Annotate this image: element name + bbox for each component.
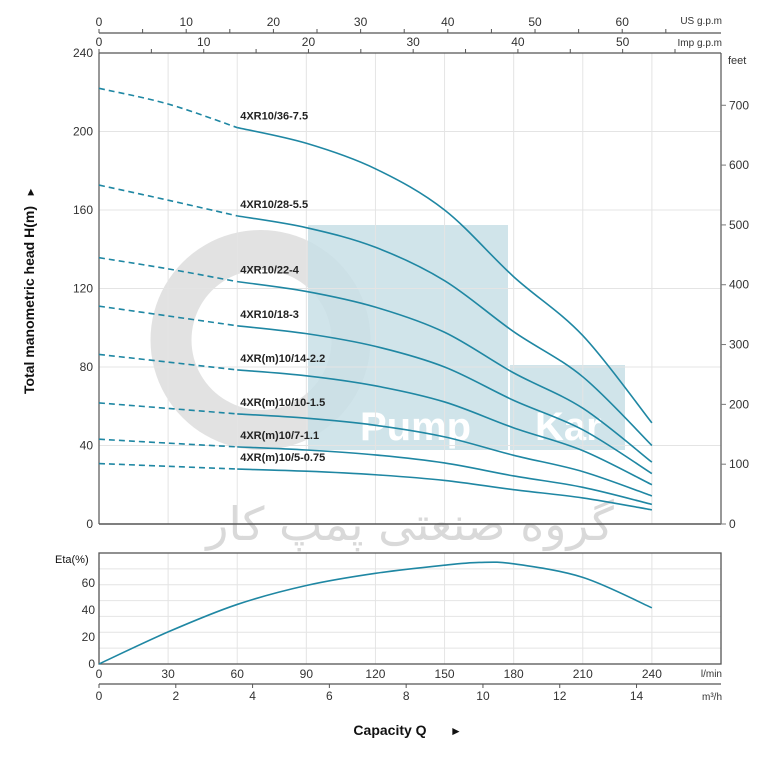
eta-y-tick-label: 40 (82, 603, 96, 617)
m3h-tick-label: 4 (249, 689, 256, 703)
imp-gpm-tick-label: 10 (197, 35, 211, 49)
feet-tick-label: 0 (729, 517, 736, 531)
curve-4XR(m)10/7-1.1 (237, 446, 653, 506)
series-label: 4XR10/28-5.5 (240, 199, 308, 211)
feet-tick-label: 600 (729, 158, 749, 172)
m3h-tick-label: 6 (326, 689, 333, 703)
y-axis-title: Total manometric head H(m) (21, 206, 37, 394)
x-axis-title: Capacity Q (353, 722, 426, 738)
eta-curve (98, 561, 653, 665)
y-tick-label: 40 (80, 439, 94, 453)
eta-grid (99, 553, 721, 664)
curve-4XR10/36-7.5 (237, 126, 653, 424)
m3h-tick-label: 10 (476, 689, 490, 703)
y-tick-label: 200 (73, 125, 93, 139)
m3h-tick-label: 2 (172, 689, 179, 703)
imp-gpm-tick-label: 0 (96, 35, 103, 49)
curve-4XR10/18-3 (237, 324, 653, 475)
curve-dashed-4XR(m)10/10-1.5 (98, 402, 238, 415)
curve-dashed-4XR10/36-7.5 (98, 87, 238, 129)
lmin-unit: l/min (701, 669, 722, 680)
us-gpm-tick-label: 50 (528, 15, 542, 29)
lmin-tick-label: 0 (96, 667, 103, 681)
curve-4XR(m)10/10-1.5 (237, 413, 653, 497)
m3h-tick-label: 8 (403, 689, 410, 703)
lmin-tick-label: 60 (231, 667, 245, 681)
us-gpm-tick-label: 30 (354, 15, 368, 29)
curve-4XR(m)10/14-2.2 (237, 369, 653, 486)
series-labels: 4XR10/36-7.5 4XR10/28-5.5 4XR10/22-4 4XR10/… (240, 111, 325, 464)
feet-tick-label: 500 (729, 218, 749, 232)
curve-4XR10/28-5.5 (237, 215, 653, 447)
imp-gpm-unit: Imp g.p.m (678, 38, 722, 49)
main-axes: 0408012016020024001002003004005006007000… (73, 15, 749, 531)
x-axis-arrow-icon: ► (450, 724, 462, 738)
series-label: 4XR10/36-7.5 (240, 111, 308, 123)
us-gpm-unit: US g.p.m (680, 16, 722, 27)
eta-curve-group (98, 561, 653, 665)
series-label: 4XR(m)10/14-2.2 (240, 353, 325, 365)
series-label: 4XR(m)10/5-0.75 (240, 452, 325, 464)
us-gpm-tick-label: 20 (267, 15, 281, 29)
us-gpm-tick-label: 40 (441, 15, 455, 29)
watermark-pump: Pump (360, 405, 471, 449)
y-tick-label: 120 (73, 282, 93, 296)
lmin-tick-label: 90 (300, 667, 314, 681)
lmin-tick-label: 150 (435, 667, 455, 681)
m3h-tick-label: 14 (630, 689, 644, 703)
y-tick-label: 0 (86, 517, 93, 531)
imp-gpm-tick-label: 30 (406, 35, 420, 49)
lmin-tick-label: 120 (365, 667, 385, 681)
imp-gpm-tick-label: 40 (511, 35, 525, 49)
series-label: 4XR10/22-4 (240, 265, 300, 277)
curve-4XR10/22-4 (237, 280, 653, 463)
us-gpm-tick-label: 0 (96, 15, 103, 29)
eta-y-tick-label: 60 (82, 576, 96, 590)
main-curves (98, 87, 653, 511)
m3h-tick-label: 0 (96, 689, 103, 703)
y-axis-arrow-icon: ► (25, 187, 37, 198)
m3h-unit: m³/h (702, 692, 722, 703)
curve-dashed-4XR(m)10/7-1.1 (98, 438, 238, 448)
us-gpm-tick-label: 10 (180, 15, 194, 29)
series-label: 4XR10/18-3 (240, 309, 299, 321)
m3h-tick-label: 12 (553, 689, 567, 703)
lmin-tick-label: 240 (642, 667, 662, 681)
feet-unit: feet (728, 55, 746, 67)
us-gpm-tick-label: 60 (616, 15, 630, 29)
y-tick-label: 80 (80, 360, 94, 374)
feet-tick-label: 300 (729, 338, 749, 352)
series-label: 4XR(m)10/7-1.1 (240, 430, 319, 442)
curve-dashed-4XR10/22-4 (98, 256, 238, 283)
lmin-tick-label: 30 (161, 667, 175, 681)
imp-gpm-tick-label: 20 (302, 35, 316, 49)
series-label: 4XR(m)10/10-1.5 (240, 397, 325, 409)
curve-dashed-4XR10/18-3 (98, 305, 238, 327)
eta-y-tick-label: 0 (88, 657, 95, 671)
eta-y-tick-label: 20 (82, 630, 96, 644)
feet-tick-label: 100 (729, 457, 749, 471)
eta-frame (98, 552, 722, 665)
eta-axis-title: Eta(%) (55, 554, 89, 566)
imp-gpm-tick-label: 50 (616, 35, 630, 49)
lmin-tick-label: 210 (573, 667, 593, 681)
feet-tick-label: 400 (729, 278, 749, 292)
curve-4XR(m)10/5-0.75 (237, 468, 653, 511)
y-tick-label: 160 (73, 203, 93, 217)
eta-axes: 0 20 40 60 0 30 60 90 120 150 180 210 240 0 2 4 6 8 10 12 14 (82, 552, 722, 703)
feet-tick-label: 700 (729, 98, 749, 112)
lmin-tick-label: 180 (504, 667, 524, 681)
watermark-kar: Kar (535, 405, 602, 449)
feet-tick-label: 200 (729, 397, 749, 411)
curve-dashed-4XR10/28-5.5 (98, 184, 238, 217)
curve-dashed-4XR(m)10/5-0.75 (98, 462, 238, 470)
main-grid (99, 53, 721, 524)
curve-dashed-4XR(m)10/14-2.2 (98, 353, 238, 371)
y-tick-label: 240 (73, 46, 93, 60)
